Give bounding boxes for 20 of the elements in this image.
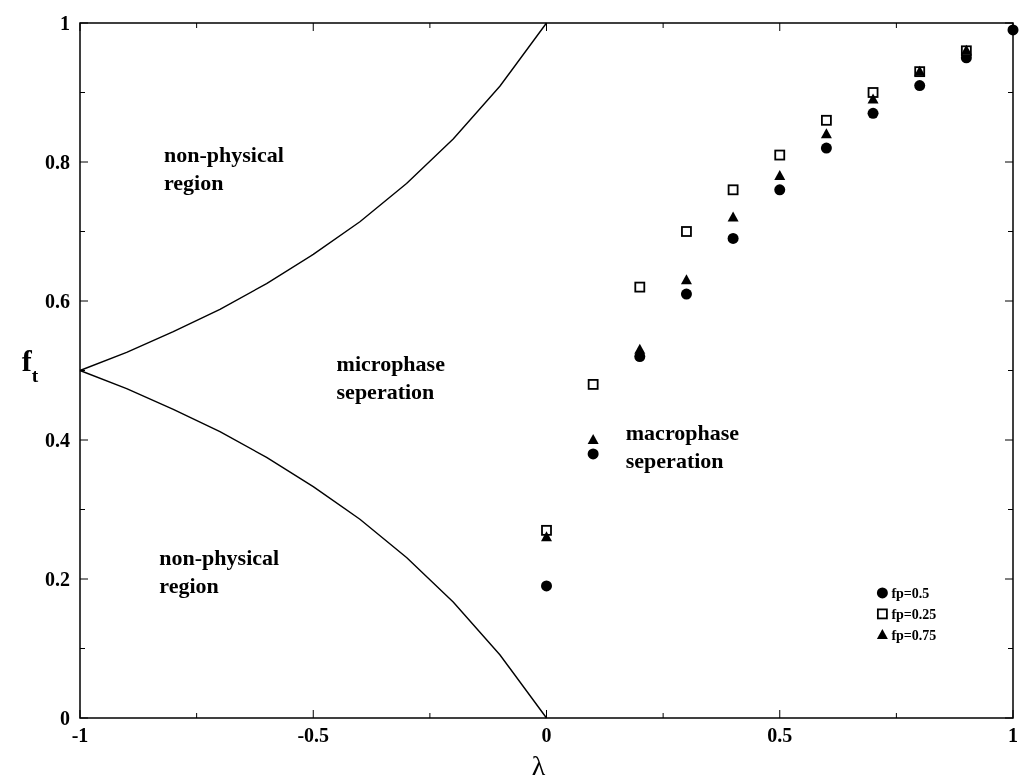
y-tick-label: 0.8 [45, 151, 70, 173]
legend-label: fp=0.75 [891, 627, 937, 643]
x-axis-title: λ [531, 750, 546, 781]
legend-label: fp=0.5 [891, 585, 930, 601]
x-tick-label: -0.5 [297, 724, 330, 746]
annotation: macrophase seperation [625, 420, 740, 473]
y-tick-label: 1 [60, 12, 70, 34]
annotation: non-physical region [159, 545, 280, 599]
x-tick-label: 1 [1008, 724, 1018, 746]
legend-label: fp=0.25 [891, 606, 937, 622]
y-tick-label: 0.2 [45, 568, 70, 590]
y-axis-title: f$_{t}$ [21, 343, 39, 385]
y-tick-label: 0.4 [45, 429, 70, 451]
x-tick-label: -1 [71, 724, 89, 746]
y-tick-label: 0 [60, 707, 70, 729]
y-tick-label: 0.6 [45, 290, 70, 312]
x-tick-label: 0.5 [767, 724, 793, 746]
x-tick-label: 0 [541, 724, 552, 746]
annotation: microphase seperation [336, 350, 446, 404]
annotation: non-physical region [163, 142, 284, 195]
